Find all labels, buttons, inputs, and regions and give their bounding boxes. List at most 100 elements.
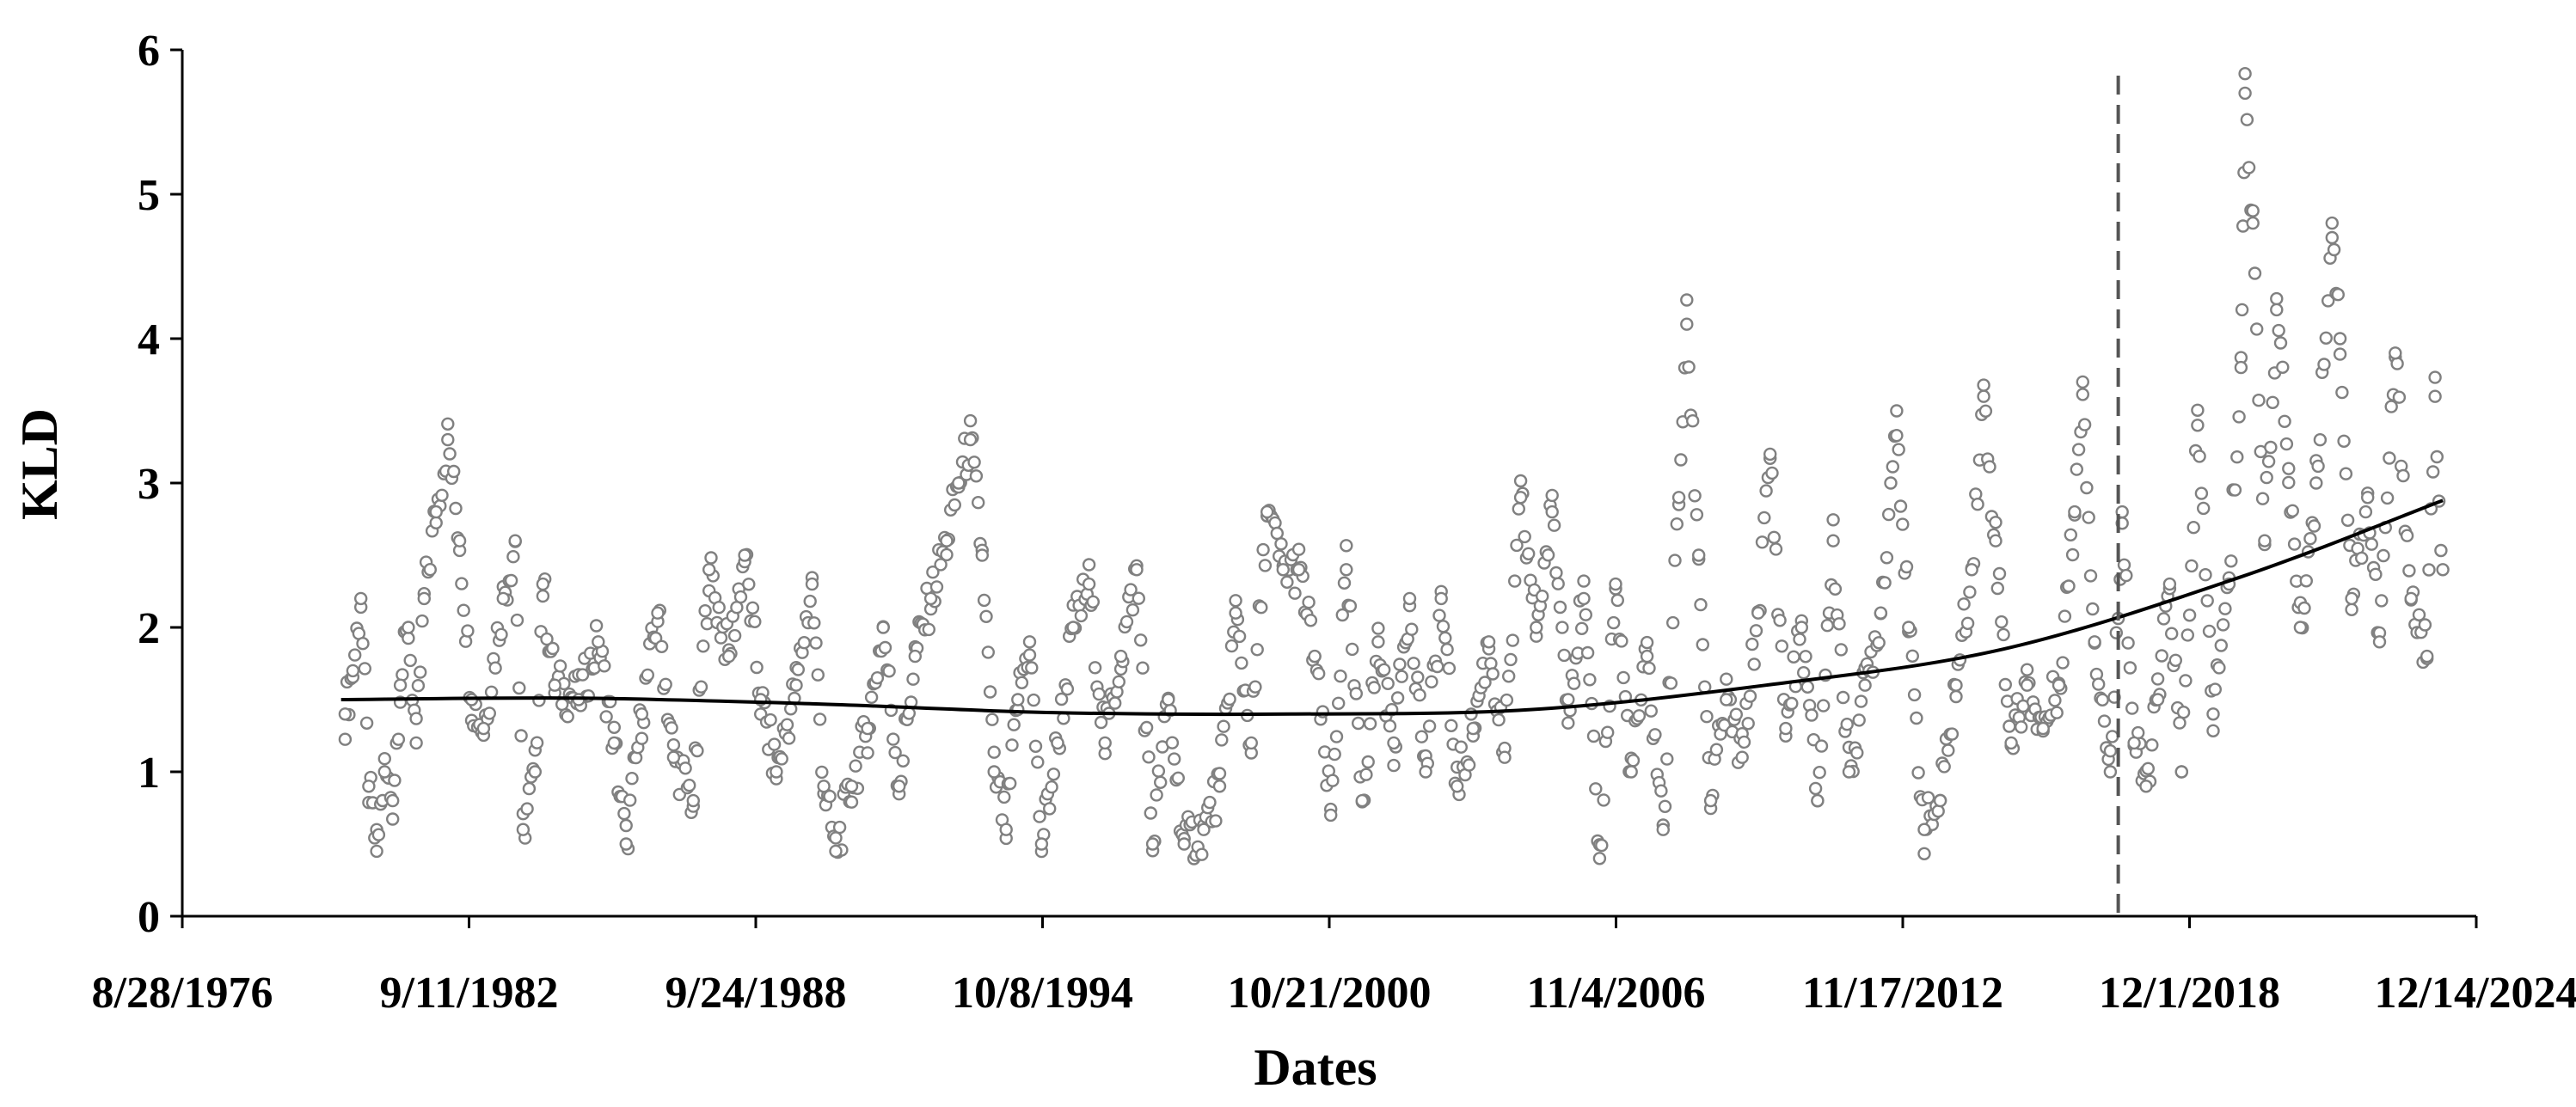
data-point <box>1361 755 1375 769</box>
data-point <box>402 631 415 645</box>
data-point <box>2340 513 2355 527</box>
data-point <box>1337 576 1352 590</box>
data-point <box>2380 491 2395 505</box>
data-point <box>1941 743 1955 757</box>
data-point <box>686 793 700 808</box>
data-point <box>2333 332 2347 346</box>
data-point <box>1664 676 1678 690</box>
data-point <box>2155 649 2168 663</box>
data-point <box>1567 676 1581 690</box>
data-point <box>516 823 531 836</box>
data-point <box>1125 603 1140 617</box>
data-point <box>1521 547 1536 560</box>
data-point <box>1977 378 1990 392</box>
data-point <box>1998 677 2013 692</box>
data-point <box>1367 681 1381 694</box>
data-point <box>1349 687 1364 700</box>
data-point <box>659 677 672 691</box>
data-point <box>1671 491 1686 505</box>
data-point <box>1872 636 1886 650</box>
data-point <box>2396 468 2410 483</box>
data-point <box>1755 535 1769 549</box>
data-point <box>1557 648 1571 663</box>
data-point <box>1326 774 1340 787</box>
data-point <box>1270 526 1285 541</box>
data-point <box>2369 567 2383 581</box>
data-point <box>2339 467 2353 480</box>
data-point <box>2412 608 2426 621</box>
data-point <box>2418 618 2432 632</box>
data-point <box>1850 746 1864 760</box>
data-point <box>2139 780 2153 793</box>
data-point <box>1334 670 1347 683</box>
data-point <box>1890 429 1904 443</box>
data-point <box>1907 688 1922 702</box>
data-point <box>2358 505 2373 519</box>
data-point <box>1747 657 1761 671</box>
data-point <box>963 413 978 428</box>
data-point <box>458 634 473 648</box>
data-point <box>983 685 997 699</box>
data-point <box>1735 750 1749 764</box>
data-point <box>813 713 827 726</box>
data-point <box>712 601 726 615</box>
data-point <box>1371 621 1385 635</box>
data-point <box>1276 563 1291 577</box>
data-point <box>2260 470 2273 485</box>
data-point <box>1989 516 2003 529</box>
x-tick-label: 10/21/2000 <box>1228 969 1432 1018</box>
data-point <box>589 619 604 633</box>
data-point <box>1737 735 1751 749</box>
data-point <box>2335 385 2349 400</box>
data-point <box>599 710 613 724</box>
data-point <box>940 547 954 562</box>
data-point <box>2273 336 2288 350</box>
data-point <box>1852 713 1866 727</box>
data-point <box>2428 370 2442 384</box>
data-point <box>702 563 716 577</box>
data-point <box>1209 814 1223 828</box>
data-point <box>1212 780 1227 793</box>
data-point <box>1896 517 1910 531</box>
data-point <box>1466 721 1481 736</box>
data-point <box>2224 554 2238 568</box>
y-tick-label: 3 <box>138 460 160 509</box>
data-point <box>2360 491 2375 505</box>
data-point <box>1826 513 1840 527</box>
data-point <box>2311 459 2325 474</box>
data-point <box>666 738 681 752</box>
data-point <box>443 447 457 461</box>
data-point <box>1983 460 1996 474</box>
data-point <box>1498 750 1512 764</box>
data-point <box>1589 782 1603 796</box>
data-point <box>1478 676 1492 689</box>
data-point <box>1561 693 1575 706</box>
data-point <box>1767 530 1782 544</box>
data-point <box>1381 676 1395 690</box>
data-point <box>2317 358 2331 371</box>
data-point <box>1145 837 1160 851</box>
data-point <box>449 501 463 516</box>
data-point <box>1377 663 1391 676</box>
data-point <box>1232 629 1247 644</box>
data-point <box>2071 443 2086 456</box>
data-point <box>522 781 537 796</box>
data-point <box>823 789 837 804</box>
data-point <box>807 616 821 630</box>
data-point <box>1610 593 1625 608</box>
data-point <box>536 589 550 603</box>
data-point <box>690 743 704 758</box>
data-point <box>1288 586 1302 600</box>
data-point <box>370 844 383 859</box>
data-point <box>1274 537 1288 551</box>
data-point <box>2327 242 2341 257</box>
data-point <box>2333 347 2347 361</box>
data-point <box>2434 543 2448 558</box>
data-point <box>2080 480 2094 495</box>
data-point <box>1965 563 1978 577</box>
x-tick-label: 11/4/2006 <box>1526 969 1705 1018</box>
data-point <box>1545 488 1559 503</box>
data-point <box>861 746 874 760</box>
data-point <box>2174 765 2189 779</box>
data-point <box>2232 410 2246 424</box>
